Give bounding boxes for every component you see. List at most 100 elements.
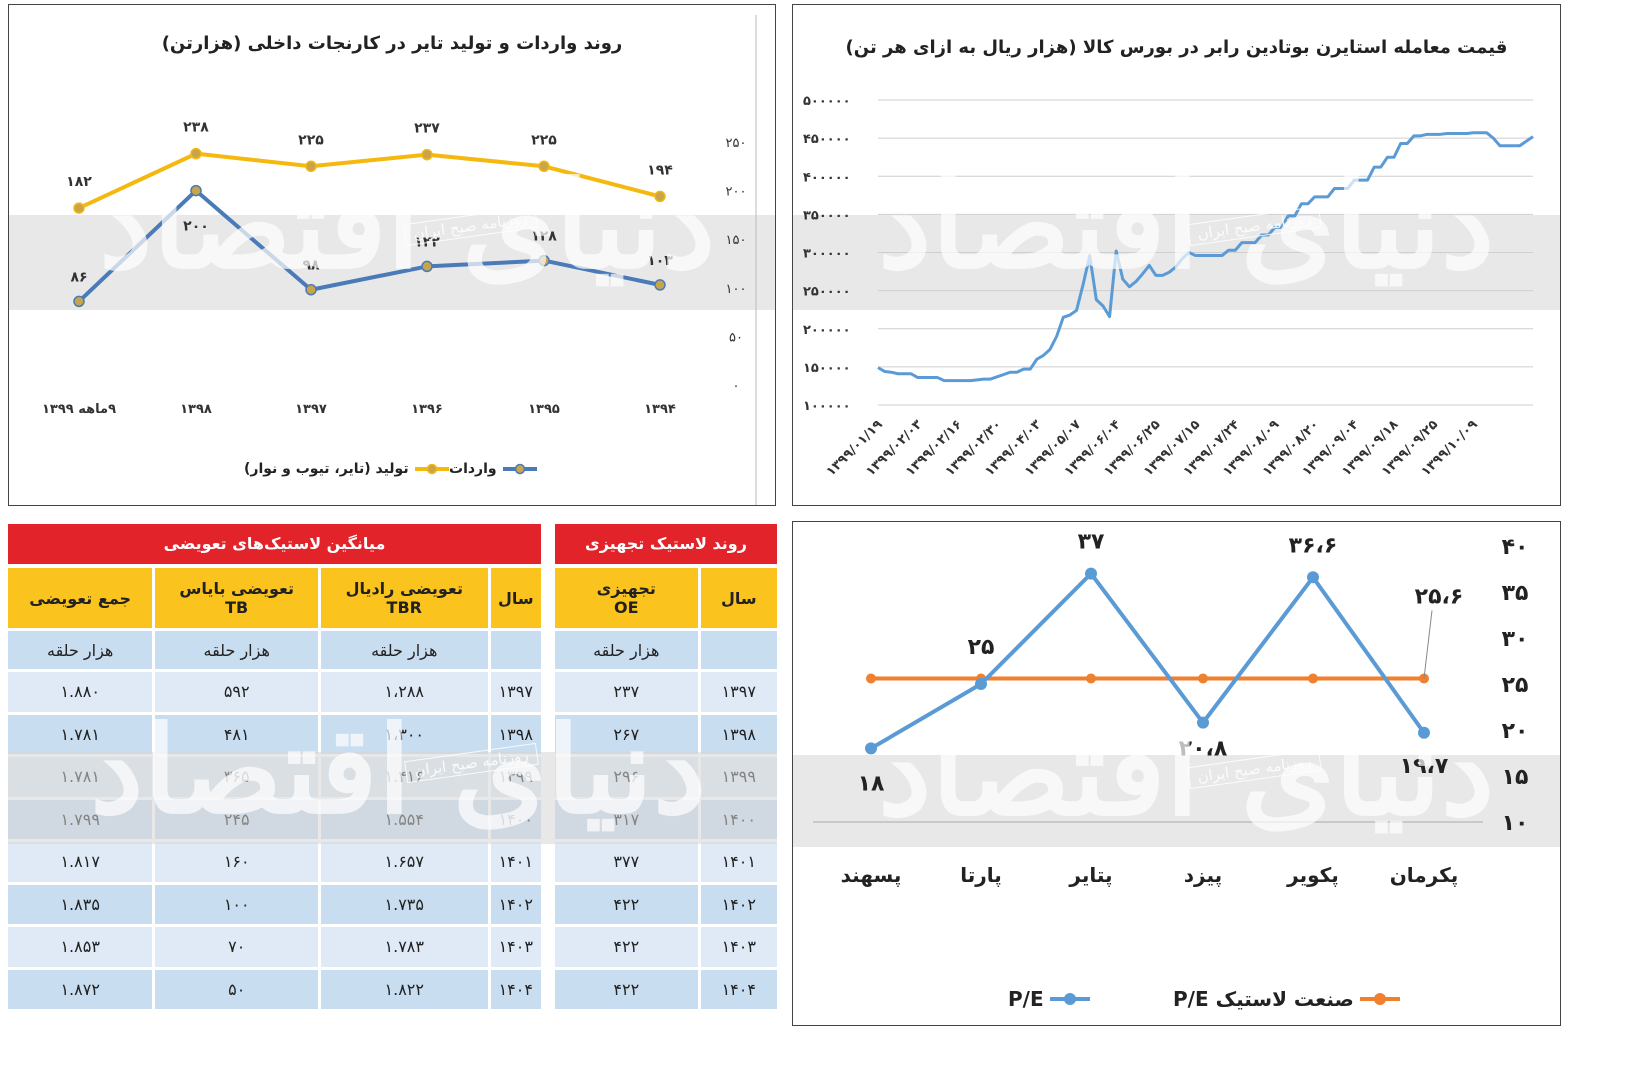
pe-data-point xyxy=(1307,571,1319,584)
pe-x-tick-label: پارتا xyxy=(960,863,1002,888)
repl-radial-cell: ۱،۲۸۸ xyxy=(321,672,488,712)
tire-legend-imports-label: واردات xyxy=(449,461,497,477)
oe-unit-empty xyxy=(700,631,777,669)
repl-unit-empty xyxy=(490,631,541,669)
tire-x-tick-label: ۱۳۹۴ xyxy=(644,402,676,417)
repl-bias-cell: ۴۸۱ xyxy=(155,714,319,754)
watermark-band xyxy=(8,752,777,844)
repl-radial-cell: ۱.۷۸۳ xyxy=(321,927,488,967)
pe-industry-data-label: ۲۵،۶ xyxy=(1415,584,1464,609)
oe-unit-row: هزار حلقه xyxy=(555,631,777,669)
pe-y-tick-label: ۳۵ xyxy=(1502,581,1529,606)
tire-data-label: ۱۰۳ xyxy=(647,253,673,269)
oe-table-header: روند لاستیک تجهیزی xyxy=(555,524,777,564)
tire-data-point xyxy=(538,160,550,173)
price-chart-panel: قیمت معامله استایرن بوتادین رابر در بورس… xyxy=(792,4,1561,506)
price-series-line xyxy=(877,131,1534,383)
pe-x-tick-label: پیزد xyxy=(1184,863,1222,888)
pe-data-point xyxy=(1418,726,1430,739)
oe-col-year: سال xyxy=(700,568,777,628)
tire-y-tick-label: ۰ xyxy=(733,379,740,394)
repl-total-cell: ۱.۸۳۵ xyxy=(8,884,153,924)
repl-col-bias: تعویضی بایاس TB xyxy=(155,568,319,628)
tire-data-label: ۲۳۷ xyxy=(414,121,440,137)
oe-unit: هزار حلقه xyxy=(555,631,698,669)
pe-data-point xyxy=(1085,567,1097,580)
pe-data-label: ۱۸ xyxy=(858,771,885,796)
pe-legend-industry-label: صنعت لاستیک P/E xyxy=(1173,987,1354,1011)
pe-y-tick-label: ۱۰ xyxy=(1502,811,1529,836)
tire-data-point xyxy=(654,190,666,203)
pe-industry-point xyxy=(1086,673,1096,684)
price-chart-title: قیمت معامله استایرن بوتادین رابر در بورس… xyxy=(845,37,1508,58)
repl-bias-cell: ۱۶۰ xyxy=(155,842,319,882)
tire-data-point xyxy=(305,283,317,296)
tire-y-tick-label: ۵۰ xyxy=(729,330,743,345)
tire-series-line-0 xyxy=(78,151,661,210)
oe-year-cell: ۱۳۹۸ xyxy=(700,714,777,754)
tire-data-label: ۱۲۲ xyxy=(414,234,440,250)
pe-data-label: ۳۷ xyxy=(1078,530,1105,555)
table-row: ۱۳۹۸ ۱،۳۰۰ ۴۸۱ ۱.۷۸۱ xyxy=(8,714,541,754)
tire-data-point xyxy=(421,260,433,273)
repl-total-cell: ۱.۷۸۱ xyxy=(8,714,153,754)
repl-total-cell: ۱.۸۱۷ xyxy=(8,842,153,882)
tire-data-point xyxy=(73,295,85,308)
repl-col-radial: تعویضی رادیال TBR xyxy=(321,568,488,628)
watermark-band xyxy=(793,755,1560,847)
pe-data-label: ۱۹،۷ xyxy=(1400,754,1449,779)
repl-bias-cell: ۷۰ xyxy=(155,927,319,967)
repl-col-total: جمع تعویضی xyxy=(8,568,153,628)
price-y-tick-label: ۴۰۰۰۰۰ xyxy=(803,170,851,185)
oe-table-header-row: سال تجهیزی OE xyxy=(555,568,777,628)
table-row: ۱۴۰۱ ۳۷۷ xyxy=(555,842,777,882)
table-row: ۱۴۰۳ ۱.۷۸۳ ۷۰ ۱.۸۵۳ xyxy=(8,927,541,967)
pe-x-tick-label: پکرمان xyxy=(1390,863,1459,888)
oe-year-cell: ۱۳۹۷ xyxy=(700,672,777,712)
pe-industry-label-leader xyxy=(1423,610,1433,679)
tire-x-tick-label: ۱۳۹۸ xyxy=(180,402,212,417)
pe-data-point xyxy=(865,742,877,755)
tire-data-label: ۸۶ xyxy=(70,269,87,285)
tire-data-label: ۲۲۵ xyxy=(298,132,324,148)
repl-table-header-row: سال تعویضی رادیال TBR تعویضی بایاس TB جمع تعو… xyxy=(8,568,541,628)
repl-total-cell: ۱.۸۵۳ xyxy=(8,927,153,967)
tire-y-tick-label: ۲۰۰ xyxy=(726,185,747,200)
tire-y-tick-label: ۱۵۰ xyxy=(726,233,747,248)
repl-radial-cell: ۱،۳۰۰ xyxy=(321,714,488,754)
repl-year-cell: ۱۳۹۷ xyxy=(490,672,541,712)
price-line-chart: ۱۰۰۰۰۰ ۱۵۰۰۰۰ ۲۰۰۰۰۰ ۲۵۰۰۰۰ ۳۰۰۰۰۰ ۳۵۰۰۰۰ ۴۰۰۰… xyxy=(803,94,1534,479)
repl-unit-total: هزار حلقه xyxy=(8,631,153,669)
repl-total-cell: ۱.۸۷۲ xyxy=(8,969,153,1009)
table-row: ۱۳۹۷ ۱،۲۸۸ ۵۹۲ ۱.۸۸۰ xyxy=(8,672,541,712)
repl-bias-cell: ۵۰ xyxy=(155,969,319,1009)
tire-data-label: ۱۲۸ xyxy=(531,229,557,245)
oe-value-cell: ۴۲۲ xyxy=(555,927,698,967)
pe-line-chart: ۱۰ ۱۵ ۲۰ ۲۵ ۳۰ ۳۵ ۴۰ پسهند پارتا پتایر پیزد پکویر پک… xyxy=(813,530,1529,888)
price-y-tick-label: ۴۵۰۰۰۰ xyxy=(803,132,851,147)
table-row: ۱۳۹۷ ۲۳۷ xyxy=(555,672,777,712)
repl-radial-cell: ۱.۸۲۲ xyxy=(321,969,488,1009)
pe-y-tick-label: ۱۵ xyxy=(1502,765,1529,790)
pe-y-tick-label: ۳۰ xyxy=(1502,627,1529,652)
tire-legend-production: تولید (تایر، تیوب و نوار) xyxy=(244,461,449,477)
oe-col-oe: تجهیزی OE xyxy=(555,568,698,628)
tire-chart-title: روند واردات و تولید تایر در کارنجات داخل… xyxy=(161,33,623,54)
tire-data-point xyxy=(421,148,433,161)
watermark-text: دنیای اقتصاد xyxy=(878,155,1495,296)
table-row: ۱۴۰۲ ۱.۷۳۵ ۱۰۰ ۱.۸۳۵ xyxy=(8,884,541,924)
table-row: ۱۴۰۴ ۴۲۲ xyxy=(555,969,777,1009)
tire-data-label: ۲۳۸ xyxy=(183,120,209,136)
pe-legend-industry: صنعت لاستیک P/E xyxy=(1173,987,1400,1011)
tire-data-label: ۲۰۰ xyxy=(183,219,209,235)
tire-data-point xyxy=(190,147,202,160)
oe-year-cell: ۱۴۰۳ xyxy=(700,927,777,967)
tire-x-tick-label: ۱۳۹۶ xyxy=(411,402,443,417)
pe-data-label: ۲۰،۸ xyxy=(1179,737,1228,762)
tire-x-tick-label: ۱۳۹۷ xyxy=(295,402,327,417)
tire-data-point xyxy=(73,202,85,214)
repl-year-cell: ۱۴۰۳ xyxy=(490,927,541,967)
repl-year-cell: ۱۴۰۴ xyxy=(490,969,541,1009)
tire-line-chart: ۰ ۵۰ ۱۰۰ ۱۵۰ ۲۰۰ ۲۵۰ ۹ماهه ۱۳۹۹ ۱۳۹۸ ۱۳۹۷ ۱۳۹۶ ۱۳۹… xyxy=(42,15,757,505)
price-y-tick-label: ۱۵۰۰۰۰ xyxy=(803,361,851,376)
